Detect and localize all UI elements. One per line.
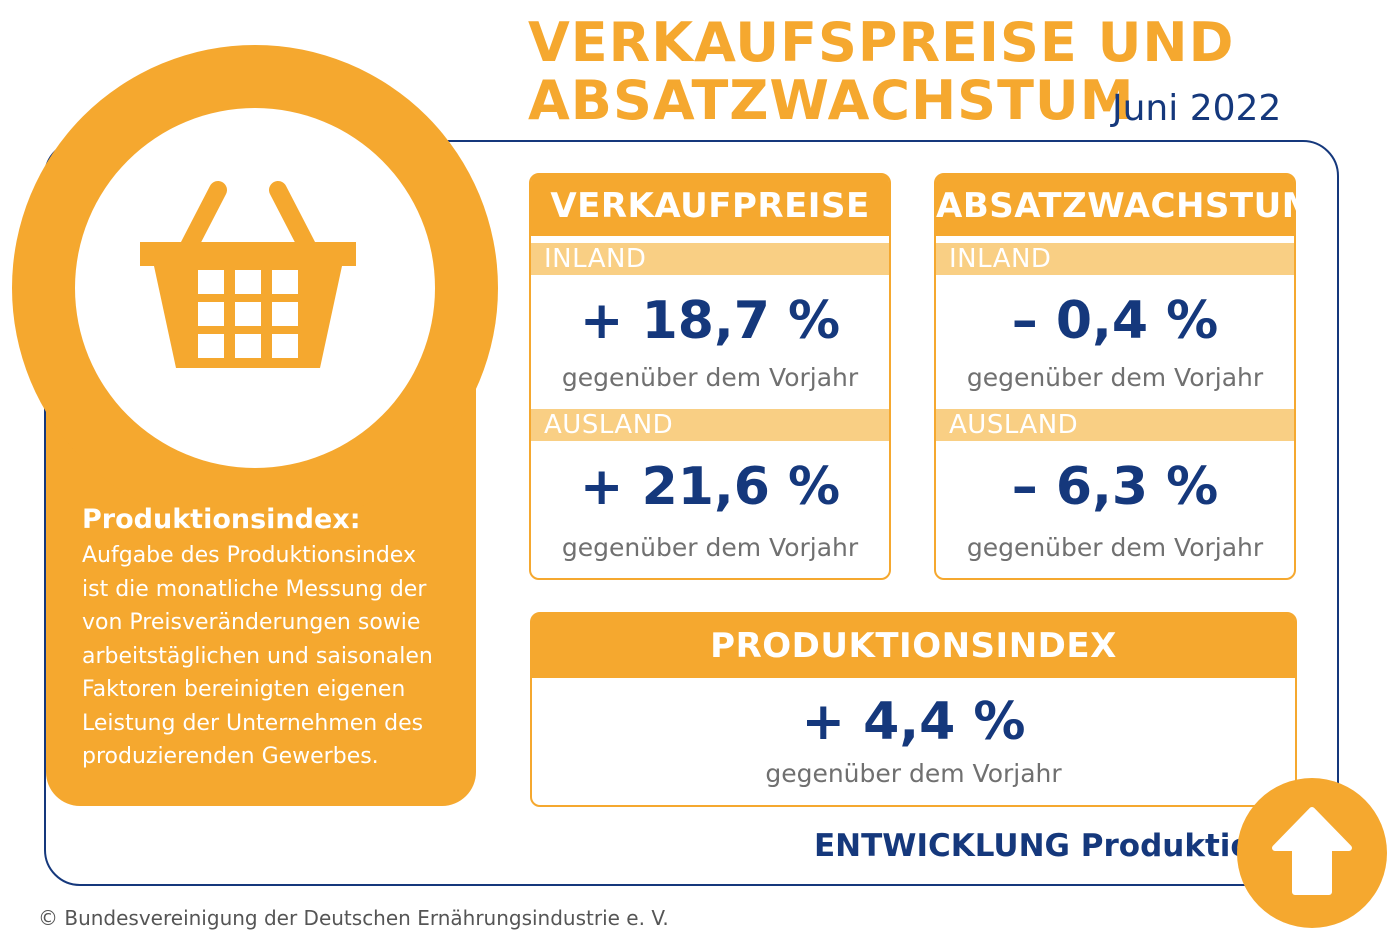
info-line: Faktoren bereinigten eigenen: [82, 677, 406, 702]
verkaufpreise-ausland-value: + 21,6 %: [579, 457, 841, 517]
absatzwachstum-inland-label: INLAND: [936, 243, 1294, 275]
entwicklung-label-bold: ENTWICKLUNG: [814, 828, 1070, 864]
content-frame: [44, 140, 1339, 886]
verkaufpreise-inland-label: INLAND: [531, 243, 889, 275]
absatzwachstum-card: ABSATZWACHSTUM INLAND – 0,4 % gegenüber …: [934, 173, 1316, 580]
date-label: Juni 2022: [1112, 88, 1282, 129]
verkaufpreise-inland-note: gegenüber dem Vorjahr: [561, 363, 859, 392]
info-line: arbeitstäglichen und saisonalen: [82, 643, 433, 669]
absatzwachstum-ausland-value: – 6,3 %: [1011, 457, 1219, 517]
info-body: Aufgabe des Produktionsindex ist die mon…: [82, 539, 462, 774]
verkaufpreise-inland-value: + 18,7 %: [579, 291, 841, 351]
info-text: Produktionsindex: Aufgabe des Produktion…: [82, 503, 462, 774]
arrow-up-icon: [1272, 807, 1352, 895]
entwicklung-label: ENTWICKLUNG Produktion:: [814, 828, 1286, 864]
info-line: produzierenden Gewerbes.: [82, 744, 379, 769]
info-line: Leistung der Unternehmen des: [82, 710, 424, 736]
produktionsindex-card: PRODUKTIONSINDEX + 4,4 % gegenüber dem V…: [530, 612, 1297, 807]
verkaufpreise-ausland-label: AUSLAND: [531, 409, 889, 441]
produktionsindex-value: + 4,4 %: [801, 692, 1026, 752]
verkaufpreise-title: VERKAUFPREISE: [531, 175, 889, 236]
absatzwachstum-ausland-label: AUSLAND: [936, 409, 1294, 441]
copyright-notice: © Bundesvereinigung der Deutschen Ernähr…: [38, 906, 669, 930]
absatzwachstum-inland-note: gegenüber dem Vorjahr: [966, 363, 1264, 392]
absatzwachstum-title: ABSATZWACHSTUM: [936, 175, 1316, 236]
title-line-2: ABSATZWACHSTUM: [528, 69, 1135, 132]
produktionsindex-note: gegenüber dem Vorjahr: [765, 759, 1062, 788]
info-line: von Preisveränderungen sowie: [82, 610, 421, 635]
info-line: Aufgabe des Produktionsindex: [82, 543, 416, 568]
verkaufpreise-card: VERKAUFPREISE INLAND + 18,7 % gegenüber …: [529, 173, 891, 580]
title-line-1: VERKAUFSPREISE UND: [528, 11, 1235, 74]
shopping-basket-icon: [140, 181, 356, 368]
info-line: ist die monatliche Messung der: [82, 576, 427, 602]
info-heading: Produktionsindex:: [82, 504, 361, 535]
trend-badge: [1237, 778, 1387, 928]
absatzwachstum-ausland-note: gegenüber dem Vorjahr: [966, 533, 1264, 562]
page-title: VERKAUFSPREISE UND ABSATZWACHSTUM: [528, 14, 1234, 130]
produktionsindex-title: PRODUKTIONSINDEX: [532, 614, 1295, 678]
absatzwachstum-inland-value: – 0,4 %: [1011, 291, 1219, 351]
verkaufpreise-ausland-note: gegenüber dem Vorjahr: [561, 533, 859, 562]
